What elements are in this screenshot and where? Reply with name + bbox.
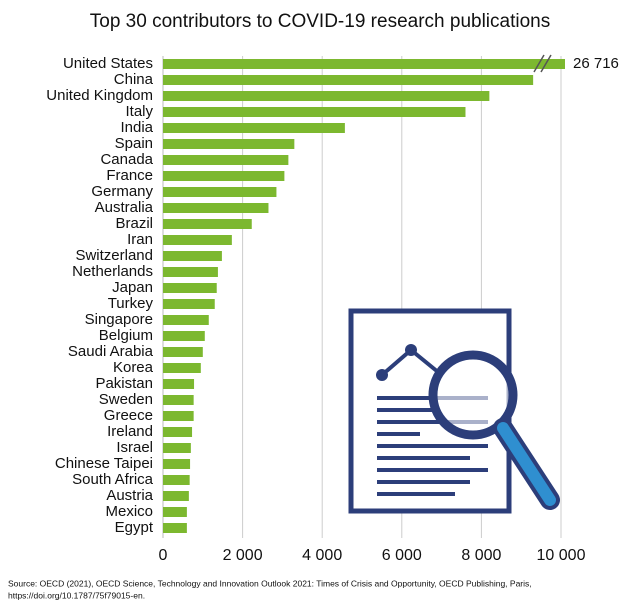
bar (163, 267, 218, 277)
x-tick-label: 6 000 (382, 547, 422, 564)
bar (163, 75, 534, 85)
source-url: https://doi.org/10.1787/75f79015-en. (8, 590, 145, 600)
bar (163, 443, 191, 453)
x-tick-label: 8 000 (461, 547, 501, 564)
y-tick-label: France (106, 167, 153, 184)
y-tick-label: Egypt (115, 519, 154, 536)
y-tick-label: Austria (106, 487, 153, 504)
y-tick-label: Korea (113, 359, 154, 376)
magnifier-icon (348, 308, 560, 514)
bar (163, 187, 277, 197)
y-tick-label: Germany (91, 183, 153, 200)
source: Source: OECD (2021), OECD Science, Techn… (8, 578, 532, 588)
bar (163, 315, 209, 325)
y-tick-label: Spain (115, 135, 153, 152)
bar (163, 203, 269, 213)
y-tick-label: Netherlands (72, 263, 153, 280)
axis-break (533, 54, 545, 73)
bar (163, 59, 565, 69)
bar (163, 123, 345, 133)
y-tick-label: Singapore (85, 311, 153, 328)
y-tick-label: Saudi Arabia (68, 343, 154, 360)
bar (163, 155, 289, 165)
y-tick-label: Ireland (107, 423, 153, 440)
bar (163, 283, 217, 293)
bar (163, 379, 195, 389)
y-tick-label: Mexico (105, 503, 153, 520)
x-tick-label: 10 000 (537, 547, 586, 564)
y-tick-label: Belgium (99, 327, 153, 344)
y-tick-label: Israel (116, 439, 153, 456)
y-tick-label: Japan (112, 279, 153, 296)
bar (163, 427, 193, 437)
chart-title: Top 30 contributors to COVID-19 research… (90, 11, 550, 32)
y-tick-label: Australia (95, 199, 154, 216)
y-tick-label: Brazil (115, 215, 153, 232)
bar (163, 475, 190, 485)
bar (163, 219, 252, 229)
y-tick-label: Chinese Taipei (55, 455, 153, 472)
y-tick-label: Pakistan (95, 375, 153, 392)
y-tick-label: Turkey (108, 295, 154, 312)
value-label: 26 716 (573, 55, 619, 72)
bar (163, 107, 466, 117)
y-tick-label: China (114, 71, 154, 88)
bar (163, 491, 189, 501)
y-tick-label: Italy (125, 103, 153, 120)
bar (163, 395, 194, 405)
bar (163, 507, 187, 517)
y-tick-label: United States (63, 55, 153, 72)
axis-break (540, 54, 552, 73)
x-tick-label: 0 (159, 547, 168, 564)
y-tick-label: Iran (127, 231, 153, 248)
bar (163, 235, 232, 245)
bar (163, 299, 215, 309)
bar (163, 347, 203, 357)
x-tick-label: 4 000 (302, 547, 342, 564)
y-tick-label: Greece (104, 407, 153, 424)
bar (163, 459, 191, 469)
bar (163, 139, 295, 149)
bar (163, 523, 187, 533)
bar (163, 91, 490, 101)
x-tick-label: 2 000 (223, 547, 263, 564)
bar (163, 251, 222, 261)
y-tick-label: Switzerland (75, 247, 153, 264)
bar (163, 171, 285, 181)
y-tick-label: India (120, 119, 153, 136)
bar (163, 331, 205, 341)
y-tick-label: Canada (100, 151, 153, 168)
y-tick-label: South Africa (72, 471, 154, 488)
bar (163, 363, 201, 373)
bar (163, 411, 194, 421)
y-tick-label: United Kingdom (46, 87, 153, 104)
y-tick-label: Sweden (99, 391, 153, 408)
